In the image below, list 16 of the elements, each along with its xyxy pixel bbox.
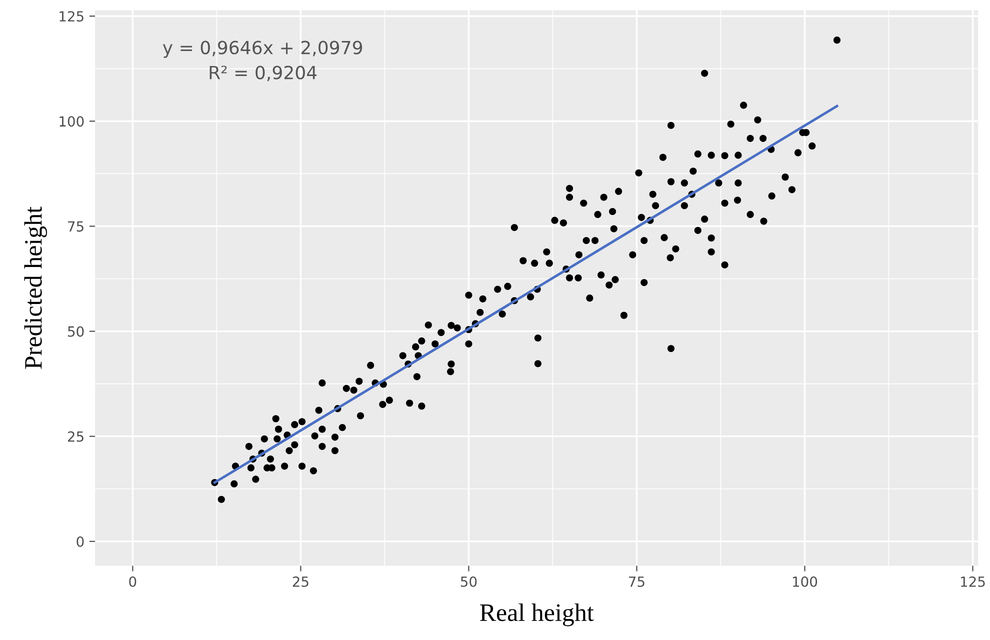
y-tick-label: 125 bbox=[60, 11, 84, 22]
x-tick-label: 125 bbox=[961, 576, 985, 587]
x-tick-label: 50 bbox=[460, 576, 477, 587]
x-tick-label: 75 bbox=[629, 576, 644, 587]
y-axis-title: Predicted height bbox=[24, 206, 47, 369]
annotation: y = 0,9646x + 2,0979 bbox=[162, 40, 362, 58]
x-tick-label: 25 bbox=[292, 576, 308, 587]
x-axis-title: Real height bbox=[480, 604, 594, 626]
y-tick-label: 100 bbox=[60, 116, 84, 127]
y-tick-label: 0 bbox=[76, 536, 84, 547]
x-tick-label: 100 bbox=[793, 576, 818, 587]
y-tick-label: 50 bbox=[68, 326, 84, 337]
annotation: R² = 0,9204 bbox=[210, 66, 317, 82]
y-tick-label: 75 bbox=[68, 221, 84, 232]
y-tick-label: 25 bbox=[68, 431, 84, 442]
x-tick-label: 0 bbox=[129, 576, 136, 587]
